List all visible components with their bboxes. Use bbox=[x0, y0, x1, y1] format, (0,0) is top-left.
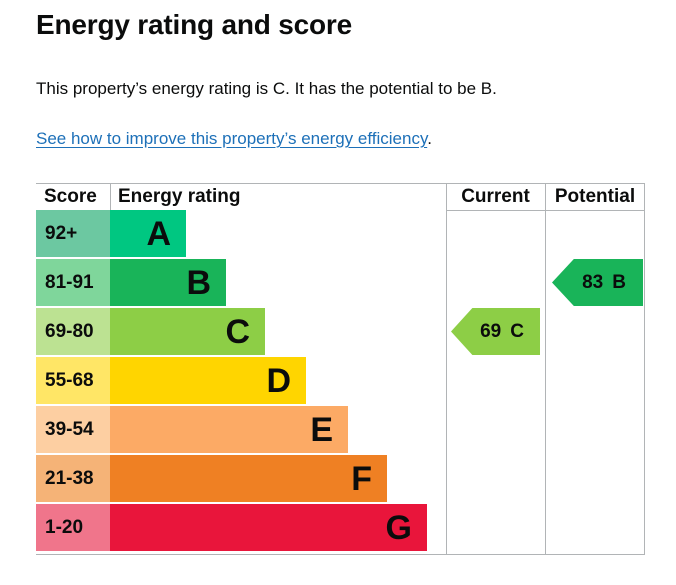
band-bar: A bbox=[110, 210, 186, 257]
summary-text: This property’s energy rating is C. It h… bbox=[36, 79, 497, 98]
band-row: 81-91 B bbox=[36, 259, 645, 306]
divider-current-potential bbox=[545, 184, 546, 554]
band-bar: B bbox=[110, 259, 226, 306]
band-rows: 92+ A 81-91 B 69-80 C 55-68 D 39-54 E 21… bbox=[36, 210, 645, 551]
energy-rating-chart: Score Energy rating Current Potential 92… bbox=[36, 183, 645, 555]
potential-score: 83 bbox=[582, 271, 604, 293]
potential-rating-arrow: 83 B bbox=[552, 259, 643, 306]
table-right-border bbox=[644, 184, 645, 554]
link-period: . bbox=[427, 129, 432, 148]
band-row: 55-68 D bbox=[36, 357, 645, 404]
score-range: 55-68 bbox=[36, 357, 110, 404]
band-bar: E bbox=[110, 406, 348, 453]
header-underline bbox=[446, 210, 645, 211]
potential-band: B bbox=[612, 271, 626, 293]
band-bar: F bbox=[110, 455, 387, 502]
divider-score-rating bbox=[110, 184, 111, 210]
band-row: 39-54 E bbox=[36, 406, 645, 453]
band-row: 1-20 G bbox=[36, 504, 645, 551]
band-bar: G bbox=[110, 504, 427, 551]
score-range: 81-91 bbox=[36, 259, 110, 306]
score-range: 39-54 bbox=[36, 406, 110, 453]
column-header-energy-rating: Energy rating bbox=[118, 186, 241, 207]
score-range: 92+ bbox=[36, 210, 110, 257]
link-line: See how to improve this property’s energ… bbox=[36, 128, 645, 150]
current-score: 69 bbox=[480, 320, 502, 342]
score-range: 1-20 bbox=[36, 504, 110, 551]
band-row: 21-38 F bbox=[36, 455, 645, 502]
score-range: 69-80 bbox=[36, 308, 110, 355]
band-bar: C bbox=[110, 308, 265, 355]
column-header-potential: Potential bbox=[554, 186, 636, 207]
column-header-score: Score bbox=[44, 186, 97, 207]
current-rating-arrow: 69 C bbox=[451, 308, 540, 355]
page-title: Energy rating and score bbox=[36, 9, 352, 40]
score-range: 21-38 bbox=[36, 455, 110, 502]
page: Energy rating and score This property’s … bbox=[36, 9, 645, 555]
improve-efficiency-link[interactable]: See how to improve this property’s energ… bbox=[36, 129, 428, 148]
column-header-current: Current bbox=[461, 186, 530, 207]
current-band: C bbox=[510, 320, 524, 342]
band-row: 69-80 C bbox=[36, 308, 645, 355]
band-row: 92+ A bbox=[36, 210, 645, 257]
chart-header-row: Score Energy rating Current Potential bbox=[36, 184, 645, 210]
band-bar: D bbox=[110, 357, 306, 404]
divider-rating-current bbox=[446, 184, 447, 554]
